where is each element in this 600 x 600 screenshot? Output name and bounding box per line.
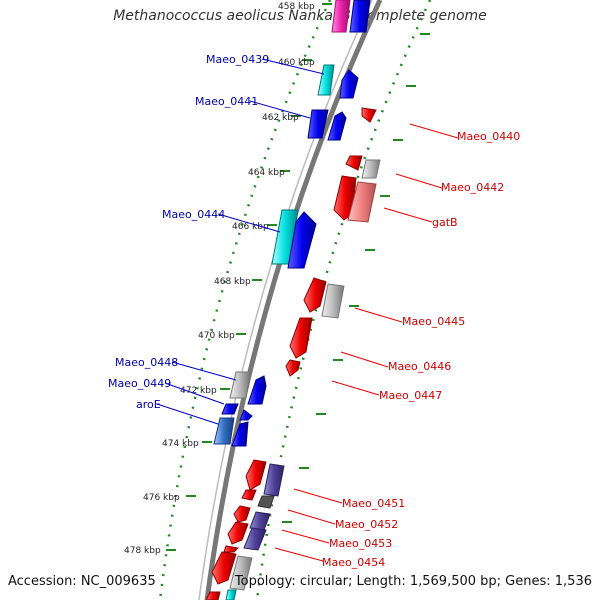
gene-label-maeo-0451[interactable]: Maeo_0451 [342, 497, 405, 510]
leader-line [409, 123, 459, 139]
gene-label-maeo-0441[interactable]: Maeo_0441 [195, 95, 258, 108]
gene-arrow[interactable] [257, 495, 275, 509]
gene-label-maeo-0442[interactable]: Maeo_0442 [441, 181, 504, 194]
tick-label: 458 kbp [278, 2, 315, 12]
reverse-strand-genes [205, 107, 381, 600]
gene-arrow[interactable] [347, 181, 377, 223]
gene-label-maeo-0452[interactable]: Maeo_0452 [335, 518, 398, 531]
gene-label-aroe[interactable]: aroE [136, 398, 161, 411]
gene-arrow[interactable] [339, 69, 359, 99]
topology-summary: Topology: circular; Length: 1,569,500 bp… [234, 574, 592, 589]
leader-line [249, 100, 311, 119]
tick-label: 460 kbp [278, 58, 315, 68]
gene-arrow[interactable] [307, 109, 329, 139]
gene-label-maeo-0445[interactable]: Maeo_0445 [402, 315, 465, 328]
tick-label: 468 kbp [214, 277, 251, 287]
leader-line [331, 380, 380, 396]
tick-label: 474 kbp [162, 439, 199, 449]
leader-line [293, 488, 343, 504]
gene-arrow[interactable] [225, 589, 237, 600]
gene-label-gatb[interactable]: gatB [432, 216, 458, 229]
gene-label-maeo-0440[interactable]: Maeo_0440 [457, 130, 520, 143]
leader-line [383, 207, 433, 223]
leader-line [164, 382, 225, 405]
gene-arrow[interactable] [243, 527, 267, 551]
gene-arrow[interactable] [245, 459, 267, 491]
genome-backbone-inner [198, 0, 373, 600]
gene-label-maeo-0448[interactable]: Maeo_0448 [115, 356, 178, 369]
leader-line [261, 58, 325, 75]
gene-arrow[interactable] [249, 511, 271, 531]
gene-arrow[interactable] [331, 0, 351, 33]
tick-label: 476 kbp [143, 493, 180, 503]
gene-arrow[interactable] [263, 463, 285, 497]
gene-label-maeo-0449[interactable]: Maeo_0449 [108, 377, 171, 390]
outer-tick-group [282, 33, 430, 523]
gene-label-maeo-0446[interactable]: Maeo_0446 [388, 360, 451, 373]
leader-line [287, 509, 336, 525]
leader-line [156, 403, 219, 425]
accession-label: Accession: NC_009635 [8, 574, 156, 589]
gene-label-maeo-0454[interactable]: Maeo_0454 [322, 556, 385, 569]
reverse-gene-labels: Maeo_0440 Maeo_0442 gatB Maeo_0445 Maeo_… [274, 123, 520, 569]
gene-arrow[interactable] [289, 317, 313, 359]
gene-label-maeo-0453[interactable]: Maeo_0453 [329, 537, 392, 550]
gene-arrow[interactable] [317, 64, 335, 96]
gene-arrow[interactable] [349, 0, 371, 33]
gene-arrow[interactable] [321, 283, 345, 319]
gene-label-maeo-0444[interactable]: Maeo_0444 [162, 208, 225, 221]
gene-arrow[interactable] [221, 403, 239, 415]
gene-arrow[interactable] [239, 409, 253, 421]
leader-line [274, 547, 324, 562]
leader-line [171, 361, 237, 381]
tick-label: 470 kbp [198, 331, 235, 341]
forward-strand-genes [213, 0, 371, 447]
gene-arrow[interactable] [361, 107, 377, 123]
leader-line [354, 307, 403, 323]
tick-label: 464 kbp [248, 168, 285, 178]
forward-gene-labels: Maeo_0439 Maeo_0441 Maeo_0444 Maeo_0448 … [108, 53, 325, 425]
leader-line [217, 213, 281, 233]
gene-arrow[interactable] [223, 545, 240, 553]
gene-arrow[interactable] [247, 375, 267, 405]
tick-label: 462 kbp [262, 113, 299, 123]
gene-arrow[interactable] [229, 555, 253, 591]
genome-title: Methanococcus aeolicus Nankai-3, complet… [113, 8, 487, 24]
gene-arrow[interactable] [345, 155, 363, 171]
gene-arrow[interactable] [211, 551, 237, 585]
gene-arrow[interactable] [213, 417, 235, 445]
leader-line [281, 529, 330, 544]
gene-arrow[interactable] [285, 359, 301, 377]
gene-arrow[interactable] [227, 521, 249, 545]
gene-arrow[interactable] [241, 489, 257, 501]
gene-arrow[interactable] [229, 371, 251, 399]
leader-line [395, 173, 443, 189]
gene-arrow[interactable] [303, 277, 327, 313]
gene-arrow[interactable] [287, 211, 317, 269]
gene-arrow[interactable] [205, 591, 221, 600]
tick-label: 478 kbp [124, 546, 161, 556]
gene-arrow[interactable] [327, 111, 347, 141]
gene-label-maeo-0447[interactable]: Maeo_0447 [379, 389, 442, 402]
gene-arrow[interactable] [361, 159, 381, 179]
tick-label: 472 kbp [180, 386, 217, 396]
gene-arrow[interactable] [231, 421, 249, 447]
gene-label-maeo-0439[interactable]: Maeo_0439 [206, 53, 269, 66]
tick-label: 466 kbp [232, 222, 269, 232]
gene-arrow[interactable] [233, 505, 251, 523]
leader-line [340, 351, 389, 368]
tick-group: 458 kbp 460 kbp 462 kbp 464 kbp 466 kbp … [124, 2, 332, 556]
